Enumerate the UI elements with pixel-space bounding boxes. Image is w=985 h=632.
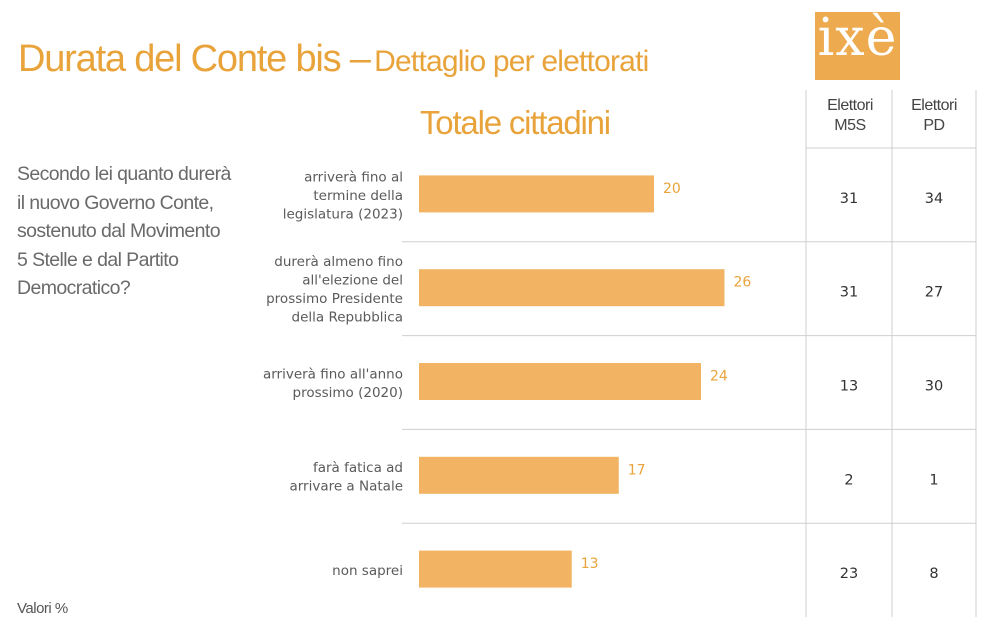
bar xyxy=(419,175,654,213)
m5s-value: 2 xyxy=(844,472,853,488)
category-label: all'elezione del xyxy=(302,272,403,288)
bar-value-label: 13 xyxy=(581,556,599,572)
category-label: farà fatica ad xyxy=(313,460,403,476)
category-label: prossimo Presidente xyxy=(266,291,403,307)
page-title-main: Durata del Conte bis – xyxy=(18,38,371,80)
m5s-value: 31 xyxy=(840,285,858,301)
bar xyxy=(419,269,725,307)
values-note: Valori % xyxy=(17,600,68,617)
column-header-m5s-line1: Elettori xyxy=(827,97,873,114)
column-header-pd-line2: PD xyxy=(923,117,945,134)
column-header-m5s-line2: M5S xyxy=(834,117,866,134)
bar xyxy=(419,363,701,400)
column-header-m5s: Elettori M5S xyxy=(810,96,890,136)
category-label: durerà almeno fino xyxy=(274,254,403,270)
column-header-pd: Elettori PD xyxy=(894,96,974,136)
pd-value: 8 xyxy=(929,566,938,582)
category-label: non saprei xyxy=(332,563,403,579)
m5s-value: 31 xyxy=(840,191,858,207)
m5s-value: 13 xyxy=(840,379,858,395)
chart-title: Totale cittadini xyxy=(420,104,611,141)
category-label: arriverà fino al xyxy=(304,169,403,185)
m5s-value: 23 xyxy=(840,566,858,582)
category-label: arriverà fino all'anno xyxy=(263,366,403,382)
bar-value-label: 24 xyxy=(710,369,728,385)
logo-text: ixè xyxy=(817,8,898,68)
category-label: legislatura (2023) xyxy=(283,206,403,222)
bar xyxy=(419,456,619,494)
page-title: Durata del Conte bis – Dettaglio per ele… xyxy=(18,38,649,81)
bar xyxy=(419,550,572,588)
category-label: prossimo (2020) xyxy=(293,385,404,401)
category-label: termine della xyxy=(313,188,403,204)
pd-value: 27 xyxy=(925,285,943,301)
pd-value: 34 xyxy=(925,191,943,207)
bar-value-label: 26 xyxy=(734,275,752,291)
category-label: arrivare a Natale xyxy=(289,479,403,495)
column-header-pd-line1: Elettori xyxy=(911,97,957,114)
ixe-logo: ixè xyxy=(815,8,900,80)
pd-value: 1 xyxy=(929,472,938,488)
category-label: della Repubblica xyxy=(292,309,403,325)
page-title-sub: Dettaglio per elettorati xyxy=(374,45,649,78)
pd-value: 30 xyxy=(925,379,943,395)
bar-value-label: 17 xyxy=(628,462,646,478)
bar-value-label: 20 xyxy=(663,181,681,197)
survey-question: Secondo lei quanto durerà il nuovo Gover… xyxy=(17,163,231,299)
